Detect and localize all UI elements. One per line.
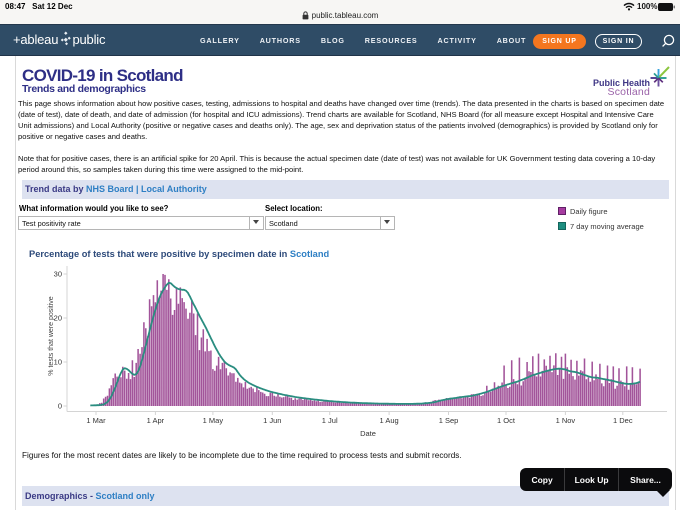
svg-text:1 Apr: 1 Apr	[147, 416, 165, 425]
svg-text:1 Jun: 1 Jun	[263, 416, 281, 425]
svg-text:1 Jul: 1 Jul	[322, 416, 338, 425]
svg-text:1 Nov: 1 Nov	[556, 416, 576, 425]
svg-text:1 Mar: 1 Mar	[86, 416, 106, 425]
svg-text:1 Aug: 1 Aug	[380, 416, 399, 425]
svg-text:1 May: 1 May	[203, 416, 224, 425]
svg-text:10: 10	[54, 358, 62, 367]
svg-text:1 Oct: 1 Oct	[497, 416, 516, 425]
svg-text:1 Dec: 1 Dec	[613, 416, 633, 425]
svg-text:20: 20	[54, 314, 62, 323]
svg-text:% tests that were positive: % tests that were positive	[48, 296, 55, 375]
svg-text:0: 0	[58, 402, 62, 411]
svg-text:Date: Date	[360, 429, 376, 438]
svg-text:30: 30	[54, 270, 62, 279]
svg-text:1 Sep: 1 Sep	[439, 416, 459, 425]
